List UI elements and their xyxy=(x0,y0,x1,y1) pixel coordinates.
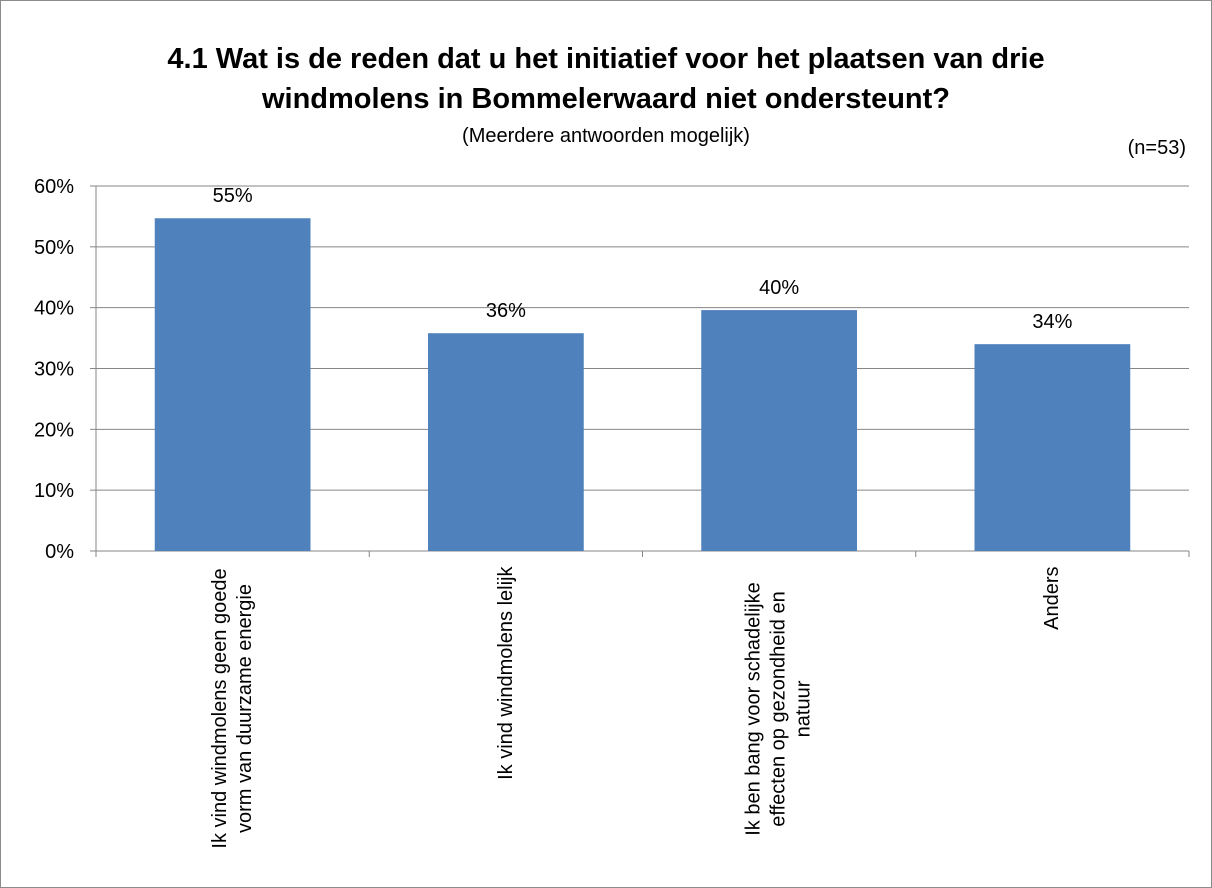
value-label: 36% xyxy=(486,300,526,322)
x-tick-label: Ik ben bang voor schadelijke effecten op… xyxy=(742,581,815,836)
y-tick-label: 40% xyxy=(34,298,74,320)
y-tick-label: 50% xyxy=(34,237,74,259)
annotation: (n=53) xyxy=(1127,137,1186,159)
bar xyxy=(154,218,311,551)
bar xyxy=(701,310,858,551)
chart-title: 4.1 Wat is de reden dat u het initiatief… xyxy=(167,43,1045,115)
y-tick-label: 60% xyxy=(34,176,74,198)
x-tick-label: Ik vind windmolens lelijk xyxy=(494,566,517,780)
value-label: 34% xyxy=(1032,311,1072,333)
x-tick-label: Anders xyxy=(1041,566,1064,630)
y-tick-label: 10% xyxy=(34,480,74,502)
y-tick-label: 0% xyxy=(45,541,74,563)
y-tick-label: 20% xyxy=(34,419,74,441)
x-tick-label: Ik vind windmolens geen goede vorm van d… xyxy=(208,568,256,849)
chart-subtitle: (Meerdere antwoorden mogelijk) xyxy=(462,125,750,147)
value-label: 55% xyxy=(213,185,253,207)
bar xyxy=(427,333,584,551)
bar xyxy=(974,344,1131,551)
value-label: 40% xyxy=(759,277,799,299)
y-tick-label: 30% xyxy=(34,359,74,381)
